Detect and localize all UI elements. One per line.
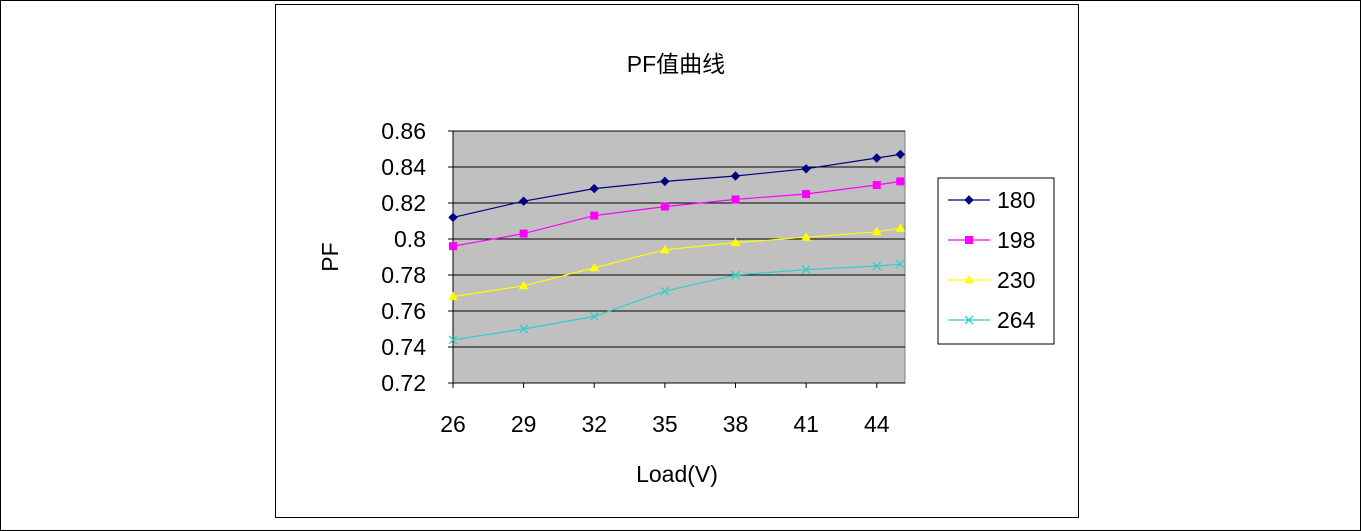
- data-point-264: [519, 324, 529, 334]
- data-point-230: [801, 232, 811, 241]
- data-point-198: [896, 177, 905, 186]
- data-point-264: [589, 311, 599, 321]
- legend-box: [937, 177, 1055, 345]
- data-point-180: [730, 171, 741, 181]
- chart-title: PF值曲线: [627, 51, 725, 77]
- data-point-198: [731, 195, 740, 204]
- data-point-180: [589, 183, 599, 194]
- legend-marker-198: [965, 236, 973, 244]
- y-tick-label: 0.74: [381, 334, 426, 360]
- legend-marker-180: [964, 195, 974, 205]
- data-point-180: [448, 212, 458, 223]
- data-point-180: [518, 196, 529, 206]
- x-tick-label: 41: [793, 411, 819, 437]
- data-point-230: [589, 262, 600, 272]
- data-point-198: [872, 181, 881, 189]
- data-point-264: [872, 261, 882, 271]
- y-axis-label: PF: [317, 242, 343, 271]
- x-tick-label: 38: [723, 411, 749, 437]
- data-point-198: [590, 211, 599, 220]
- series-line-180: [452, 153, 901, 218]
- data-point-198: [660, 202, 669, 211]
- series-line-230: [452, 227, 901, 298]
- data-point-180: [872, 153, 882, 163]
- y-tick-label: 0.82: [381, 190, 426, 216]
- plot-background: [452, 130, 906, 384]
- x-tick-label: 32: [581, 411, 607, 437]
- y-tick-label: 0.78: [381, 262, 426, 288]
- data-point-180: [801, 164, 811, 174]
- legend-label-230: 230: [997, 267, 1035, 293]
- data-point-264: [801, 265, 811, 275]
- series-line-198: [452, 180, 901, 247]
- legend-label-180: 180: [997, 187, 1035, 213]
- data-point-198: [802, 190, 811, 198]
- data-point-230: [730, 237, 741, 247]
- legend-label-264: 264: [997, 307, 1036, 333]
- legend-marker-230: [964, 274, 974, 284]
- series-line-264: [452, 263, 901, 341]
- legend-marker-264: [964, 315, 974, 325]
- x-tick-label: 26: [440, 411, 466, 437]
- data-point-264: [895, 259, 905, 269]
- legend-label-198: 198: [997, 227, 1035, 253]
- y-tick-label: 0.72: [381, 370, 426, 396]
- y-tick-label: 0.86: [381, 118, 426, 144]
- data-point-230: [660, 244, 670, 254]
- data-point-264: [660, 286, 670, 296]
- data-point-230: [871, 226, 882, 236]
- data-point-180: [895, 149, 905, 160]
- data-point-198: [519, 229, 528, 238]
- data-point-230: [448, 291, 458, 301]
- y-tick-label: 0.8: [394, 226, 426, 252]
- x-tick-label: 29: [511, 411, 537, 437]
- data-point-180: [660, 176, 670, 187]
- y-tick-label: 0.76: [381, 298, 426, 324]
- y-tick-label: 0.84: [381, 154, 426, 180]
- data-point-198: [449, 242, 457, 251]
- data-point-230: [895, 223, 906, 232]
- data-point-264: [448, 335, 458, 345]
- x-tick-label: 35: [652, 411, 678, 437]
- x-tick-label: 44: [864, 411, 890, 437]
- data-point-230: [518, 280, 529, 290]
- x-axis-label: Load(V): [636, 461, 718, 487]
- data-point-264: [731, 270, 740, 280]
